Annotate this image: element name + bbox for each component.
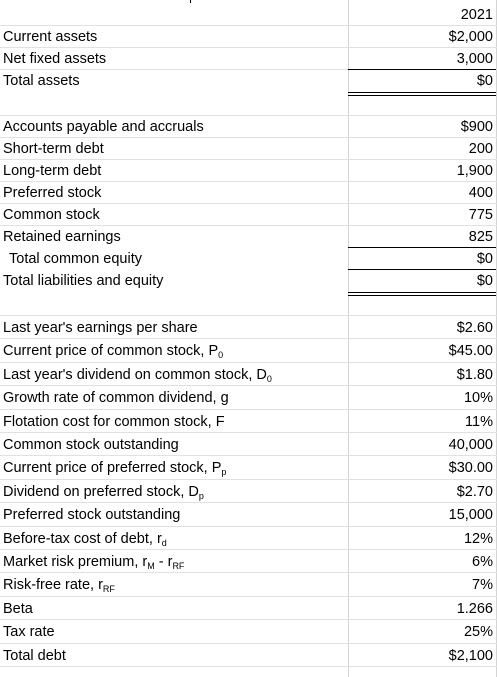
row-value: 15,000 — [448, 507, 493, 524]
row-value: 11% — [465, 413, 493, 430]
row-label: Total debt — [3, 647, 66, 664]
row-total-assets[interactable]: Total assets $0 — [0, 70, 497, 92]
input-row[interactable]: Common stock outstanding 40,000 — [0, 433, 497, 457]
row-accounts-payable[interactable]: Accounts payable and accruals $900 — [0, 116, 497, 138]
input-row[interactable]: Risk-free rate, rRF 7% — [0, 573, 497, 597]
row-label: Net fixed assets — [3, 51, 107, 67]
row-value: 6% — [472, 554, 493, 570]
year-header: 2021 — [460, 7, 493, 23]
row-label: Common stock outstanding — [3, 437, 179, 453]
top-tick-mark — [190, 0, 191, 3]
input-row[interactable]: Total debt $2,100 — [0, 644, 497, 667]
row-value: 825 — [468, 229, 493, 245]
input-row[interactable]: Flotation cost for common stock, F 11% — [0, 410, 497, 433]
row-value: 7% — [472, 577, 493, 594]
row-total-common-equity[interactable]: Total common equity $0 — [0, 248, 497, 270]
row-total-liabilities-equity[interactable]: Total liabilities and equity $0 — [0, 270, 497, 292]
input-row[interactable]: Last year's earnings per share $2.60 — [0, 316, 497, 340]
row-label: Last year's earnings per share — [3, 320, 198, 336]
blank-row — [0, 296, 497, 316]
row-label: Retained earnings — [3, 229, 121, 245]
input-row[interactable]: Market risk premium, rM - rRF 6% — [0, 550, 497, 574]
header-row: 2021 — [0, 4, 497, 26]
row-current-assets[interactable]: Current assets $2,000 — [0, 26, 497, 48]
blank-row — [0, 96, 497, 116]
row-value: $0 — [476, 251, 493, 267]
row-value: $2,000 — [448, 29, 493, 45]
input-row[interactable]: Beta 1.266 — [0, 597, 497, 621]
input-row[interactable]: Before-tax cost of debt, rd 12% — [0, 527, 497, 550]
row-value: 40,000 — [448, 437, 493, 453]
row-retained-earnings[interactable]: Retained earnings 825 — [0, 226, 497, 248]
row-label: Long-term debt — [3, 163, 102, 179]
row-value: 200 — [468, 141, 493, 157]
row-label: Accounts payable and accruals — [3, 119, 204, 135]
row-value: $0 — [476, 273, 493, 289]
row-value: $45.00 — [448, 343, 493, 360]
row-label: Total assets — [3, 73, 80, 89]
row-value: 12% — [463, 530, 493, 547]
row-value: 400 — [468, 185, 493, 201]
subtotal-underline — [348, 269, 496, 270]
row-value: $2.60 — [456, 320, 493, 336]
input-row[interactable]: Current price of preferred stock, Pp $30.… — [0, 456, 497, 480]
row-value: $30.00 — [448, 460, 493, 477]
row-label: Total liabilities and equity — [3, 273, 164, 289]
row-label: Preferred stock outstanding — [3, 507, 181, 524]
row-label: Tax rate — [3, 624, 55, 641]
row-label: Current price of preferred stock, Pp — [3, 460, 227, 478]
row-value: $2.70 — [456, 483, 493, 500]
row-value: 3,000 — [456, 51, 493, 67]
row-net-fixed-assets[interactable]: Net fixed assets 3,000 — [0, 48, 497, 70]
input-row[interactable]: Last year's dividend on common stock, D0… — [0, 363, 497, 387]
subtotal-underline — [348, 247, 496, 248]
row-value: $900 — [460, 119, 493, 135]
row-value: $0 — [476, 73, 493, 89]
input-row[interactable]: Current price of common stock, P0 $45.00 — [0, 339, 497, 363]
subtotal-underline — [348, 69, 496, 70]
input-row[interactable]: Tax rate 25% — [0, 620, 497, 644]
row-short-term-debt[interactable]: Short-term debt 200 — [0, 138, 497, 160]
row-label: Risk-free rate, rRF — [3, 577, 115, 595]
row-label: Current assets — [3, 29, 98, 45]
row-value: $2,100 — [448, 647, 493, 664]
row-label: Before-tax cost of debt, rd — [3, 530, 167, 548]
row-label: Beta — [3, 600, 33, 617]
input-row[interactable]: Preferred stock outstanding 15,000 — [0, 503, 497, 527]
row-value: 775 — [468, 207, 493, 223]
row-value: 1.266 — [456, 600, 493, 617]
row-label: Short-term debt — [3, 141, 104, 157]
row-common-stock[interactable]: Common stock 775 — [0, 204, 497, 226]
row-value: 10% — [463, 390, 493, 407]
row-label: Preferred stock — [3, 185, 102, 201]
row-label: Current price of common stock, P0 — [3, 343, 224, 361]
total-double-underline — [348, 292, 496, 296]
row-value: 25% — [463, 624, 493, 641]
input-row[interactable]: Growth rate of common dividend, g 10% — [0, 386, 497, 410]
input-row[interactable]: Dividend on preferred stock, Dp $2.70 — [0, 480, 497, 504]
row-label: Common stock — [3, 207, 100, 223]
row-label: Total common equity — [9, 251, 142, 267]
row-preferred-stock[interactable]: Preferred stock 400 — [0, 182, 497, 204]
row-label: Dividend on preferred stock, Dp — [3, 483, 204, 501]
row-long-term-debt[interactable]: Long-term debt 1,900 — [0, 160, 497, 182]
row-label: Last year's dividend on common stock, D0 — [3, 366, 272, 384]
row-label: Market risk premium, rM - rRF — [3, 554, 185, 571]
row-label: Growth rate of common dividend, g — [3, 390, 229, 407]
total-double-underline — [348, 92, 496, 96]
row-value: 1,900 — [456, 163, 493, 179]
row-value: $1.80 — [456, 366, 493, 383]
row-label: Flotation cost for common stock, F — [3, 413, 225, 430]
